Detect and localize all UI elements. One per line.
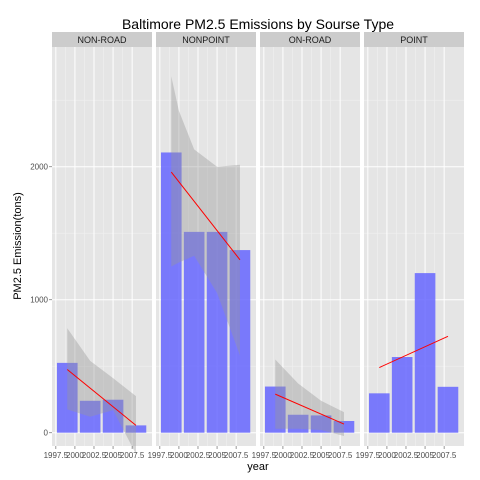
x-tick-label: 2007.5 bbox=[120, 451, 145, 460]
bar bbox=[414, 273, 436, 433]
confidence-ribbon bbox=[67, 328, 136, 454]
x-tick-label: 2005 bbox=[312, 451, 330, 460]
facet-strip-label: NON-ROAD bbox=[78, 35, 127, 45]
x-tick-label: 2002.5 bbox=[82, 451, 107, 460]
chart-title: Baltimore PM2.5 Emissions by Sourse Type bbox=[122, 16, 394, 32]
bar bbox=[310, 415, 332, 433]
trend-line bbox=[66, 369, 137, 426]
x-tick-label: 2002.5 bbox=[290, 451, 315, 460]
x-axis-title: year bbox=[247, 461, 269, 473]
x-tick-label: 2005 bbox=[104, 451, 122, 460]
trend-line bbox=[379, 335, 449, 368]
x-tick-label: 1997.5 bbox=[356, 451, 381, 460]
x-tick-label: 1997.5 bbox=[44, 451, 69, 460]
bar bbox=[125, 425, 147, 433]
bar bbox=[287, 414, 309, 433]
y-tick-label: 2000 bbox=[30, 163, 48, 172]
y-tick-label: 1000 bbox=[30, 296, 48, 305]
bar bbox=[264, 386, 286, 433]
y-tick-label: 0 bbox=[44, 429, 49, 438]
bar bbox=[368, 393, 390, 433]
facet-strip bbox=[364, 32, 464, 47]
facet-strip bbox=[260, 32, 360, 47]
panel-background bbox=[364, 47, 464, 446]
x-tick-label: 2007.5 bbox=[328, 451, 353, 460]
x-tick-label: 2005 bbox=[208, 451, 226, 460]
x-tick-label: 2002.5 bbox=[186, 451, 211, 460]
x-tick-label: 2002.5 bbox=[394, 451, 419, 460]
bar bbox=[79, 400, 101, 433]
bar bbox=[102, 399, 124, 433]
bar bbox=[183, 231, 205, 433]
y-axis-title: PM2.5 Emission(tons) bbox=[12, 192, 24, 300]
bar bbox=[56, 362, 78, 433]
x-tick-label: 2000 bbox=[378, 451, 396, 460]
panel-background bbox=[260, 47, 360, 446]
bar bbox=[160, 152, 182, 433]
bar bbox=[229, 250, 251, 433]
trend-line bbox=[170, 171, 241, 261]
facet-strip-label: POINT bbox=[400, 35, 428, 45]
x-tick-label: 2000 bbox=[170, 451, 188, 460]
x-tick-label: 1997.5 bbox=[252, 451, 277, 460]
bar bbox=[437, 386, 459, 433]
trend-line bbox=[275, 393, 345, 425]
facet-panels: 010002000NON-ROAD1997.520002002.52005200… bbox=[30, 32, 464, 460]
x-tick-label: 1997.5 bbox=[148, 451, 173, 460]
x-tick-label: 2007.5 bbox=[432, 451, 457, 460]
facet-strip bbox=[52, 32, 152, 47]
facet-strip bbox=[156, 32, 256, 47]
x-tick-label: 2000 bbox=[66, 451, 84, 460]
x-tick-label: 2005 bbox=[416, 451, 434, 460]
x-tick-label: 2007.5 bbox=[224, 451, 249, 460]
bar bbox=[206, 231, 228, 433]
facet-strip-label: NONPOINT bbox=[182, 35, 230, 45]
facet-strip-label: ON-ROAD bbox=[289, 35, 332, 45]
bar bbox=[333, 420, 355, 433]
bar bbox=[391, 357, 413, 433]
x-tick-label: 2000 bbox=[274, 451, 292, 460]
